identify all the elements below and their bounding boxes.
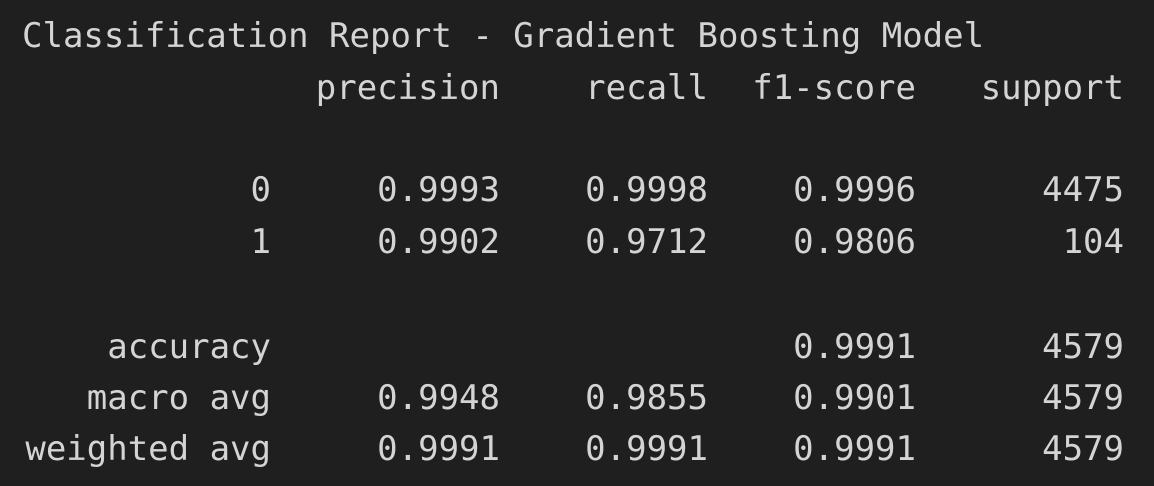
- macro-avg-recall: 0.9855: [585, 378, 708, 418]
- weighted-avg-f1-score: 0.9991: [793, 429, 916, 469]
- accuracy-f1-score: 0.9991: [793, 327, 916, 367]
- report-title: Classification Report - Gradient Boostin…: [22, 16, 985, 56]
- row-label-class-0: 0: [250, 170, 271, 210]
- class-1-f1-score: 0.9806: [793, 222, 916, 262]
- header-f1-score: f1-score: [752, 68, 916, 108]
- accuracy-support: 4579: [1042, 327, 1124, 367]
- row-label-accuracy: accuracy: [107, 327, 271, 367]
- weighted-avg-recall: 0.9991: [585, 429, 708, 469]
- weighted-avg-support: 4579: [1042, 429, 1124, 469]
- weighted-avg-precision: 0.9991: [377, 429, 500, 469]
- class-0-recall: 0.9998: [585, 170, 708, 210]
- header-support: support: [980, 68, 1124, 108]
- macro-avg-support: 4579: [1042, 378, 1124, 418]
- class-0-support: 4475: [1042, 170, 1124, 210]
- macro-avg-f1-score: 0.9901: [793, 378, 916, 418]
- class-1-support: 104: [1062, 222, 1124, 262]
- row-label-class-1: 1: [250, 222, 271, 262]
- class-1-precision: 0.9902: [377, 222, 500, 262]
- header-recall: recall: [585, 68, 708, 108]
- row-label-weighted-avg: weighted avg: [25, 429, 271, 469]
- class-1-recall: 0.9712: [585, 222, 708, 262]
- class-0-f1-score: 0.9996: [793, 170, 916, 210]
- macro-avg-precision: 0.9948: [377, 378, 500, 418]
- row-label-macro-avg: macro avg: [86, 378, 271, 418]
- class-0-precision: 0.9993: [377, 170, 500, 210]
- header-precision: precision: [315, 68, 500, 108]
